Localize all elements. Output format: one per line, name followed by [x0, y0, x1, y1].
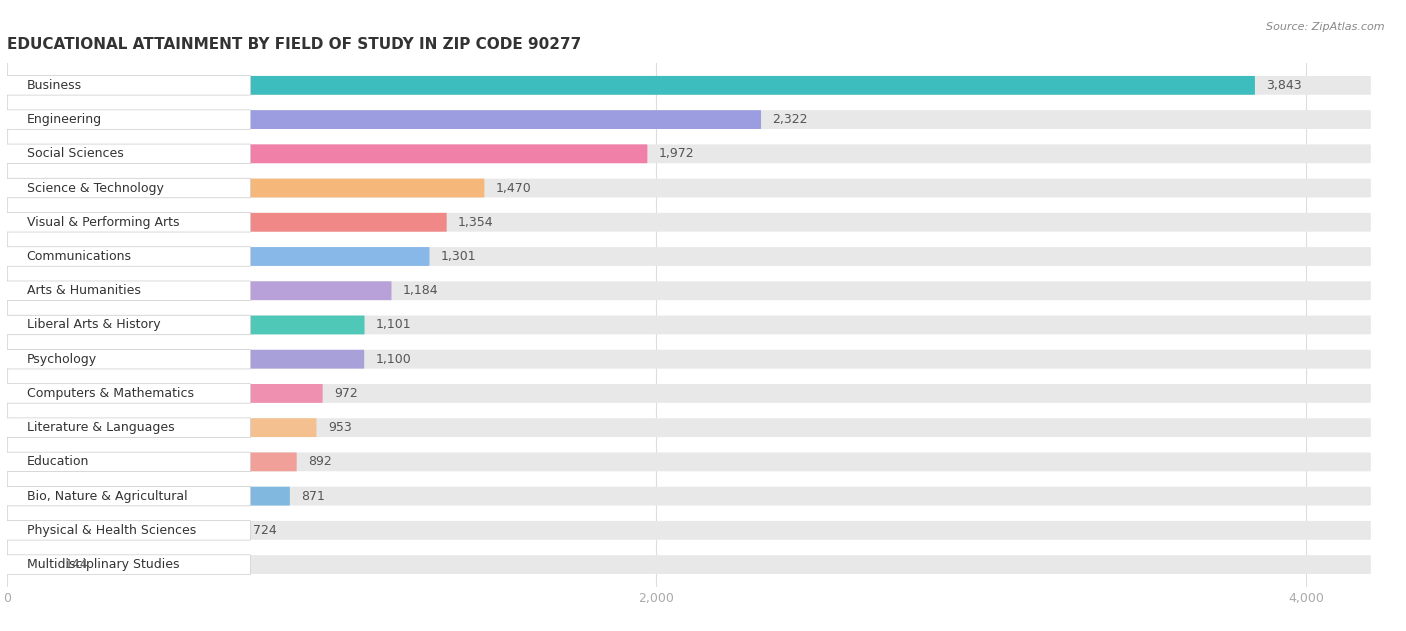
FancyBboxPatch shape	[7, 110, 1371, 129]
Text: 1,100: 1,100	[375, 353, 412, 366]
FancyBboxPatch shape	[7, 179, 484, 198]
Text: 972: 972	[335, 387, 357, 400]
FancyBboxPatch shape	[7, 144, 647, 163]
FancyBboxPatch shape	[7, 521, 242, 540]
FancyBboxPatch shape	[4, 452, 250, 471]
FancyBboxPatch shape	[4, 350, 250, 369]
Text: Communications: Communications	[27, 250, 132, 263]
FancyBboxPatch shape	[4, 316, 250, 334]
FancyBboxPatch shape	[7, 110, 761, 129]
FancyBboxPatch shape	[4, 76, 250, 95]
Text: Social Sciences: Social Sciences	[27, 147, 124, 160]
FancyBboxPatch shape	[7, 316, 364, 334]
FancyBboxPatch shape	[7, 452, 297, 471]
FancyBboxPatch shape	[4, 247, 250, 266]
FancyBboxPatch shape	[7, 418, 316, 437]
Text: Engineering: Engineering	[27, 113, 101, 126]
FancyBboxPatch shape	[7, 350, 364, 369]
Text: EDUCATIONAL ATTAINMENT BY FIELD OF STUDY IN ZIP CODE 90277: EDUCATIONAL ATTAINMENT BY FIELD OF STUDY…	[7, 37, 581, 52]
FancyBboxPatch shape	[7, 179, 1371, 198]
Text: 1,972: 1,972	[659, 147, 695, 160]
Text: Physical & Health Sciences: Physical & Health Sciences	[27, 524, 195, 537]
Text: 144: 144	[65, 558, 89, 571]
FancyBboxPatch shape	[7, 418, 1371, 437]
FancyBboxPatch shape	[4, 281, 250, 300]
FancyBboxPatch shape	[7, 555, 53, 574]
FancyBboxPatch shape	[7, 144, 1371, 163]
FancyBboxPatch shape	[7, 452, 1371, 471]
Text: 871: 871	[301, 490, 325, 503]
FancyBboxPatch shape	[4, 179, 250, 198]
Text: 1,184: 1,184	[404, 284, 439, 297]
FancyBboxPatch shape	[4, 555, 250, 574]
Text: Multidisciplinary Studies: Multidisciplinary Studies	[27, 558, 179, 571]
FancyBboxPatch shape	[7, 281, 1371, 300]
FancyBboxPatch shape	[4, 144, 250, 163]
FancyBboxPatch shape	[7, 487, 1371, 505]
FancyBboxPatch shape	[7, 76, 1256, 95]
Text: Computers & Mathematics: Computers & Mathematics	[27, 387, 194, 400]
FancyBboxPatch shape	[7, 350, 1371, 369]
FancyBboxPatch shape	[7, 521, 1371, 540]
Text: 953: 953	[328, 421, 352, 434]
Text: 1,301: 1,301	[441, 250, 477, 263]
FancyBboxPatch shape	[7, 281, 391, 300]
FancyBboxPatch shape	[4, 521, 250, 540]
Text: 724: 724	[253, 524, 277, 537]
Text: Psychology: Psychology	[27, 353, 97, 366]
Text: 1,354: 1,354	[458, 216, 494, 229]
Text: Business: Business	[27, 79, 82, 92]
Text: 3,843: 3,843	[1267, 79, 1302, 92]
FancyBboxPatch shape	[7, 213, 447, 232]
FancyBboxPatch shape	[7, 247, 429, 266]
FancyBboxPatch shape	[4, 487, 250, 506]
FancyBboxPatch shape	[7, 384, 322, 403]
Text: 892: 892	[308, 456, 332, 468]
FancyBboxPatch shape	[7, 384, 1371, 403]
FancyBboxPatch shape	[4, 213, 250, 232]
FancyBboxPatch shape	[4, 384, 250, 403]
Text: Source: ZipAtlas.com: Source: ZipAtlas.com	[1267, 22, 1385, 32]
FancyBboxPatch shape	[7, 316, 1371, 334]
FancyBboxPatch shape	[4, 110, 250, 129]
Text: Liberal Arts & History: Liberal Arts & History	[27, 319, 160, 331]
Text: Literature & Languages: Literature & Languages	[27, 421, 174, 434]
Text: Bio, Nature & Agricultural: Bio, Nature & Agricultural	[27, 490, 187, 503]
Text: Science & Technology: Science & Technology	[27, 182, 163, 194]
FancyBboxPatch shape	[7, 487, 290, 505]
FancyBboxPatch shape	[7, 247, 1371, 266]
FancyBboxPatch shape	[7, 76, 1371, 95]
Text: 1,470: 1,470	[496, 182, 531, 194]
FancyBboxPatch shape	[4, 418, 250, 437]
FancyBboxPatch shape	[7, 213, 1371, 232]
Text: 2,322: 2,322	[772, 113, 808, 126]
Text: Education: Education	[27, 456, 89, 468]
Text: Visual & Performing Arts: Visual & Performing Arts	[27, 216, 179, 229]
FancyBboxPatch shape	[7, 555, 1371, 574]
Text: 1,101: 1,101	[375, 319, 412, 331]
Text: Arts & Humanities: Arts & Humanities	[27, 284, 141, 297]
